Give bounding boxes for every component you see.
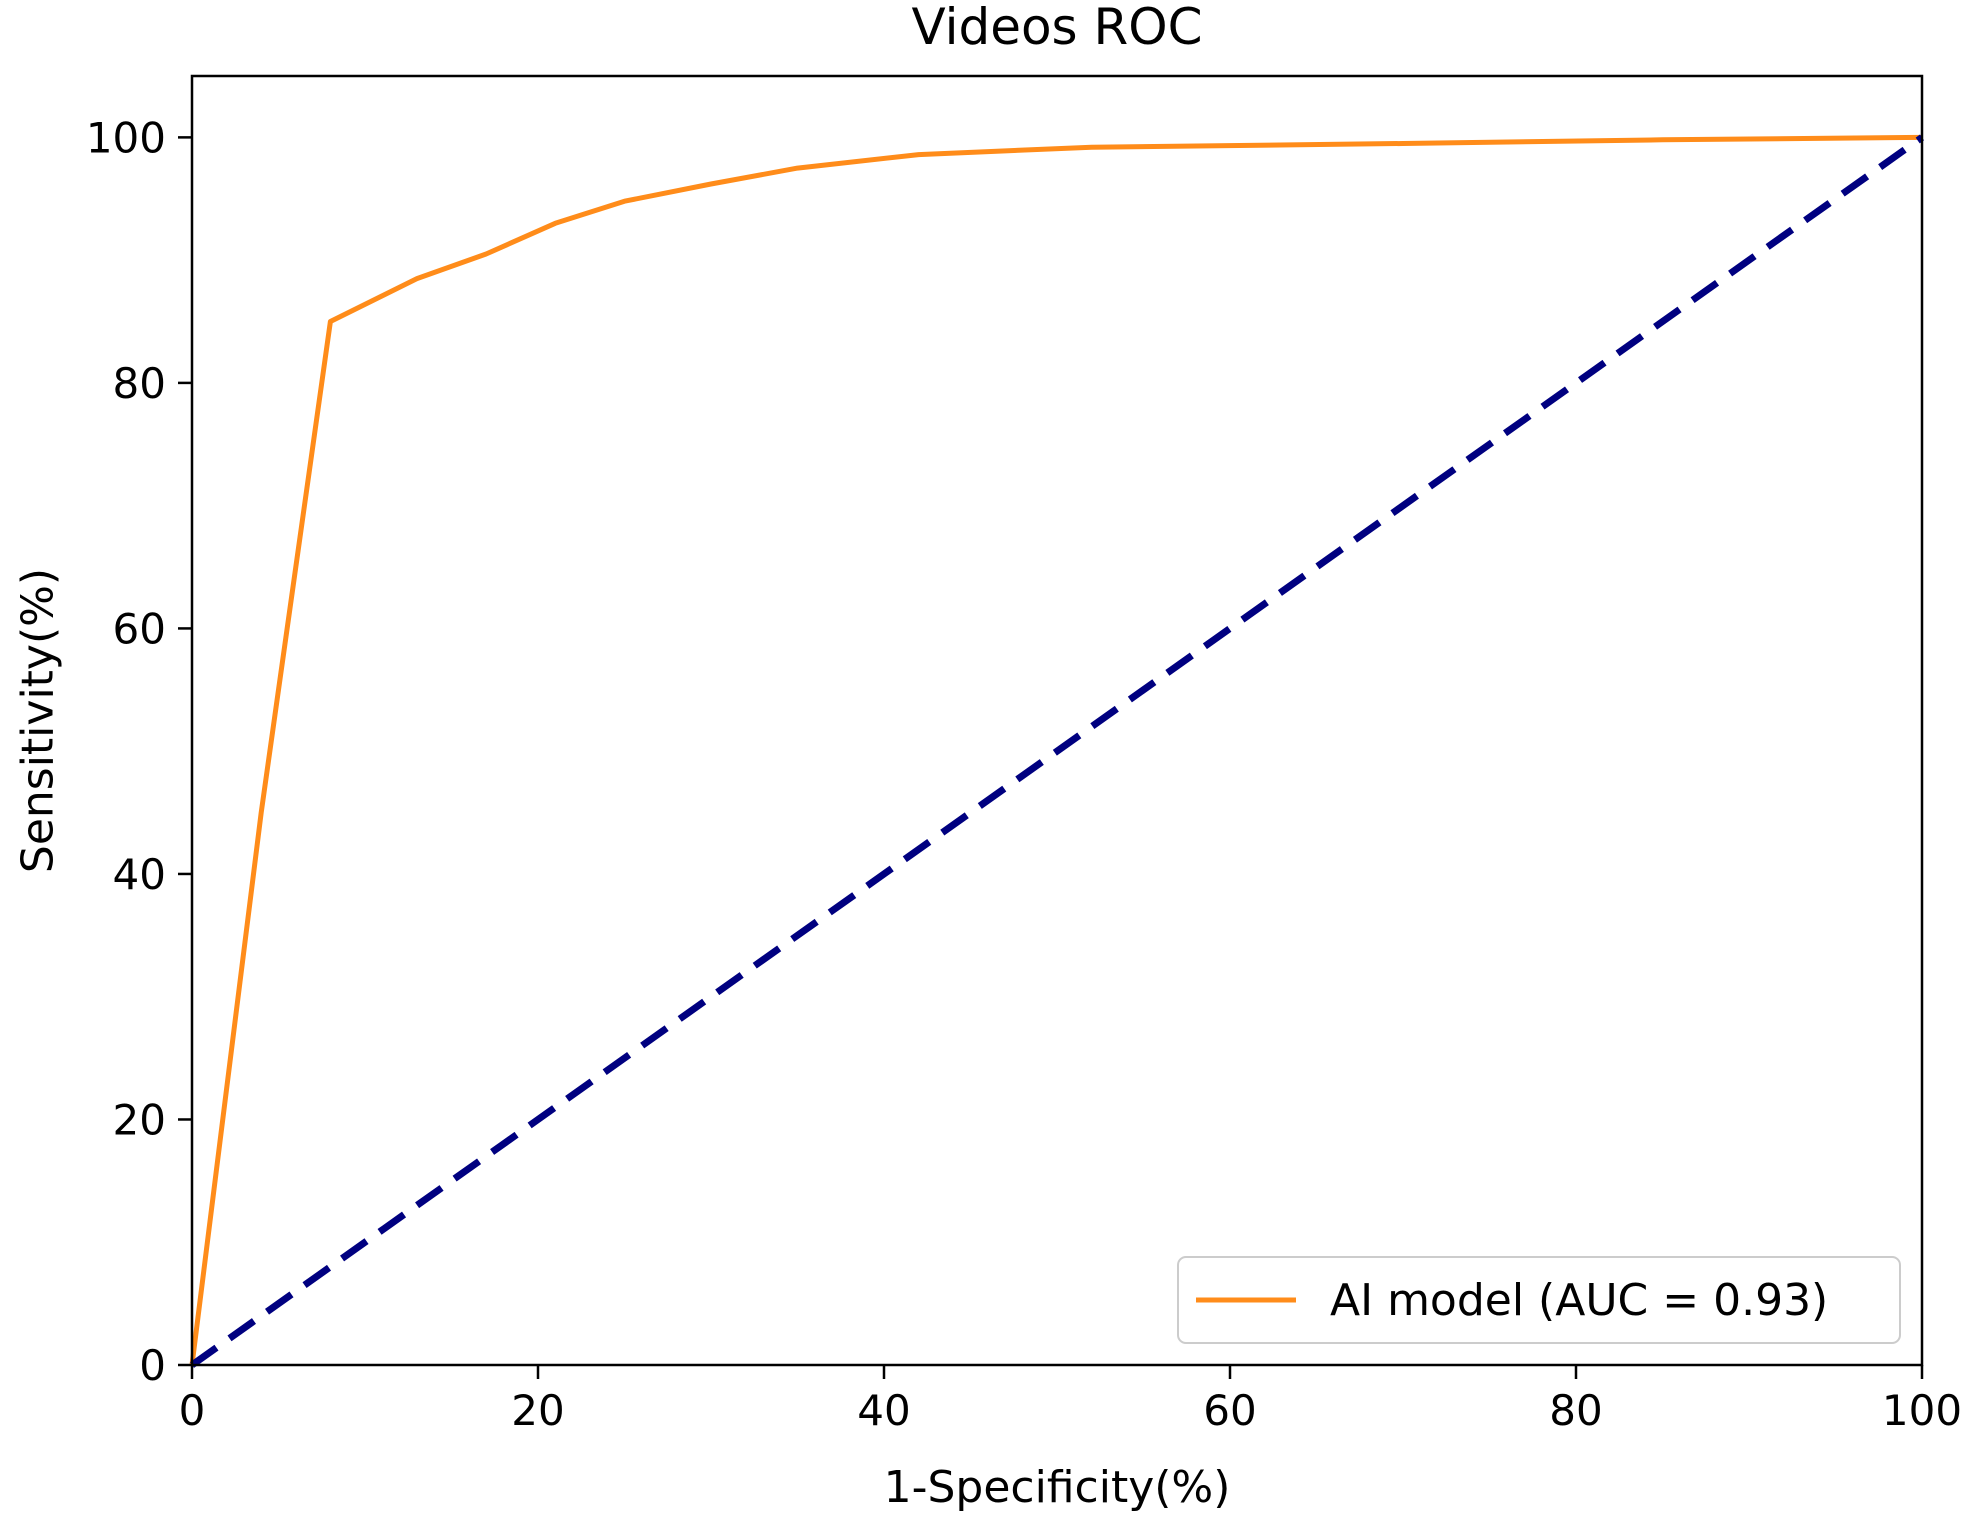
x-tick-label: 20 xyxy=(511,1386,564,1435)
y-tick-label: 100 xyxy=(86,113,166,162)
ticks-layer: 0 20 40 60 80 100 0 20 40 60 80 100 xyxy=(86,113,1962,1435)
y-tick-label: 20 xyxy=(113,1095,166,1144)
y-tick-label: 80 xyxy=(113,359,166,408)
x-axis-label: 1-Specificity(%) xyxy=(884,1462,1231,1513)
plot-frame xyxy=(190,74,1924,1367)
legend: AI model (AUC = 0.93) xyxy=(1177,1256,1901,1344)
x-tick-label: 80 xyxy=(1549,1386,1602,1435)
x-tick-label: 100 xyxy=(1882,1386,1962,1435)
diagonal-reference-line xyxy=(189,134,1925,1368)
legend-box xyxy=(1177,1256,1901,1344)
y-axis-label: Sensitivity(%) xyxy=(13,568,64,873)
chart-title: Videos ROC xyxy=(911,0,1202,56)
roc-curve-ai-model xyxy=(189,134,1923,1366)
y-tick-label: 0 xyxy=(139,1341,166,1390)
legend-entry-ai-model: AI model (AUC = 0.93) xyxy=(1330,1275,1828,1326)
y-tick-label: 40 xyxy=(113,850,166,899)
y-tick-label: 60 xyxy=(113,604,166,653)
x-tick-label: 60 xyxy=(1203,1386,1256,1435)
x-tick-label: 40 xyxy=(857,1386,910,1435)
series-layer xyxy=(189,134,1925,1368)
x-tick-label: 0 xyxy=(179,1386,206,1435)
